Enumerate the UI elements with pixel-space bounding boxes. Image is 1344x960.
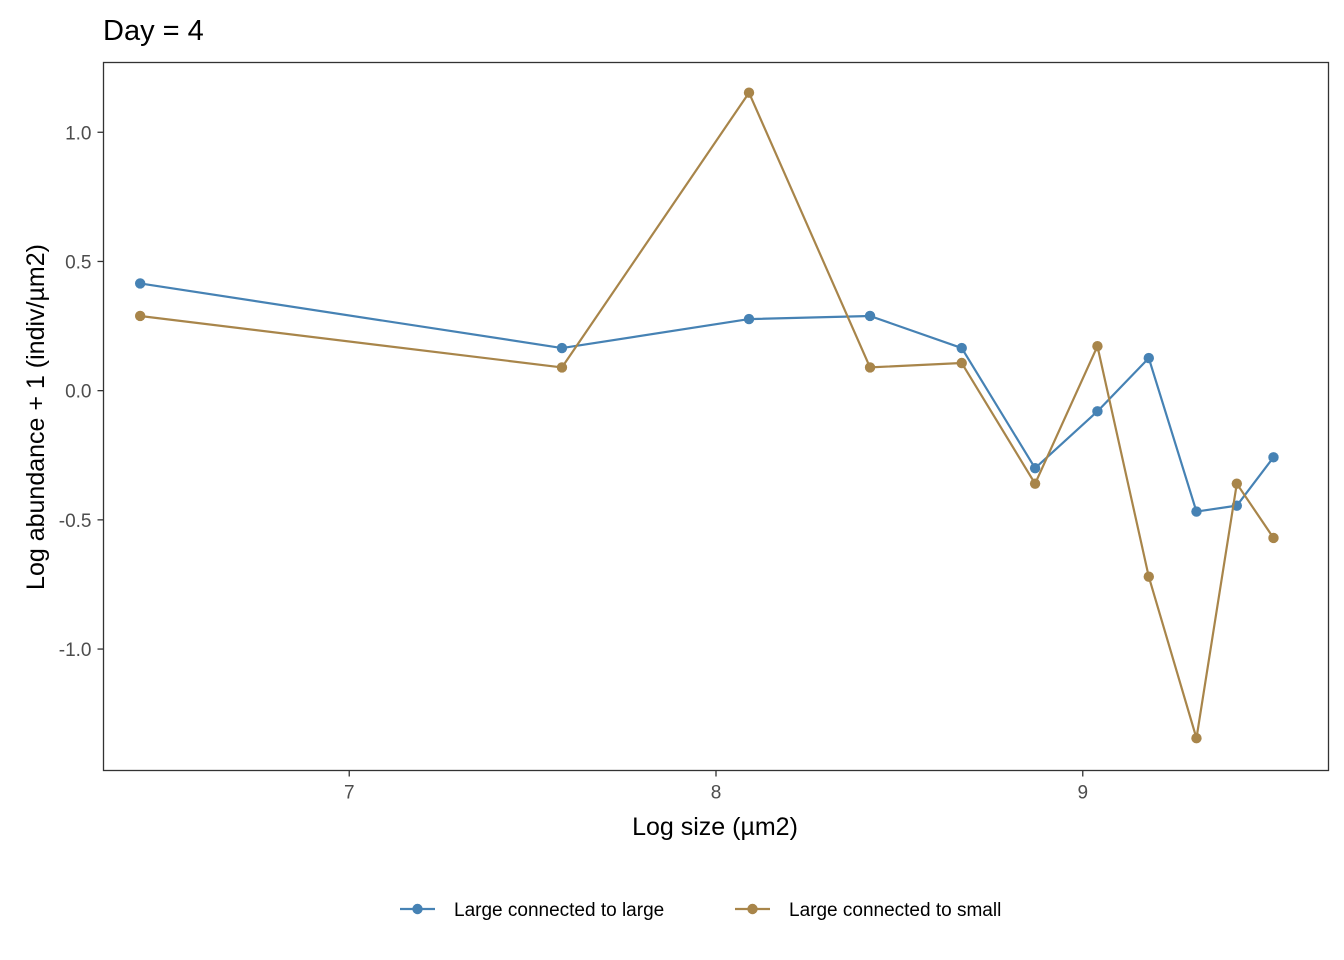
legend-item: Large connected to large [400, 900, 664, 921]
data-point [1029, 462, 1041, 474]
data-point [1092, 406, 1103, 417]
series-1 [134, 278, 1279, 517]
series-2 [134, 87, 1279, 744]
data-point [556, 342, 568, 354]
series-line [140, 91, 1275, 740]
y-axis-title: Log abundance + 1 (indiv/µm2) [22, 244, 50, 590]
x-tick-label: 7 [344, 783, 355, 804]
legend: Large connected to large Large connected … [400, 900, 1001, 921]
legend-item: Large connected to small [735, 900, 1001, 921]
data-point [1143, 571, 1154, 582]
y-tick-label: 1.0 [65, 123, 91, 144]
data-point [1268, 452, 1279, 463]
y-tick-label: 0.0 [65, 382, 91, 403]
data-point [1191, 733, 1202, 744]
data-point [1191, 506, 1202, 517]
plot-panel-border [102, 61, 1330, 772]
data-point [1092, 341, 1103, 352]
legend-label: Large connected to large [454, 900, 664, 921]
y-tick-label: 0.5 [65, 252, 91, 273]
data-point [956, 342, 967, 354]
data-point [864, 362, 876, 373]
data-point [743, 87, 755, 98]
series-layer [134, 87, 1279, 744]
x-tick-label: 9 [1077, 783, 1088, 804]
y-axis: 1.0 0.5 0.0 -0.5 -1.0 [59, 123, 104, 661]
legend-label: Large connected to small [789, 900, 1001, 921]
series-line [140, 282, 1275, 513]
y-tick-label: -0.5 [59, 511, 92, 532]
data-point [134, 278, 146, 289]
chart-title: Day = 4 [103, 15, 204, 47]
data-point [1143, 352, 1154, 364]
x-axis-title: Log size (µm2) [632, 813, 798, 841]
legend-key-point [412, 903, 423, 915]
data-point [1268, 532, 1279, 544]
data-point [1029, 478, 1041, 489]
data-point [864, 310, 876, 322]
data-point [743, 313, 755, 325]
y-tick-label: -1.0 [59, 640, 92, 661]
data-point [1231, 478, 1243, 489]
legend-key-point [747, 903, 758, 915]
data-point [556, 362, 568, 373]
x-axis: 7 8 9 [344, 770, 1088, 804]
x-tick-label: 8 [711, 783, 722, 804]
data-point [956, 357, 967, 369]
data-point [134, 310, 146, 322]
